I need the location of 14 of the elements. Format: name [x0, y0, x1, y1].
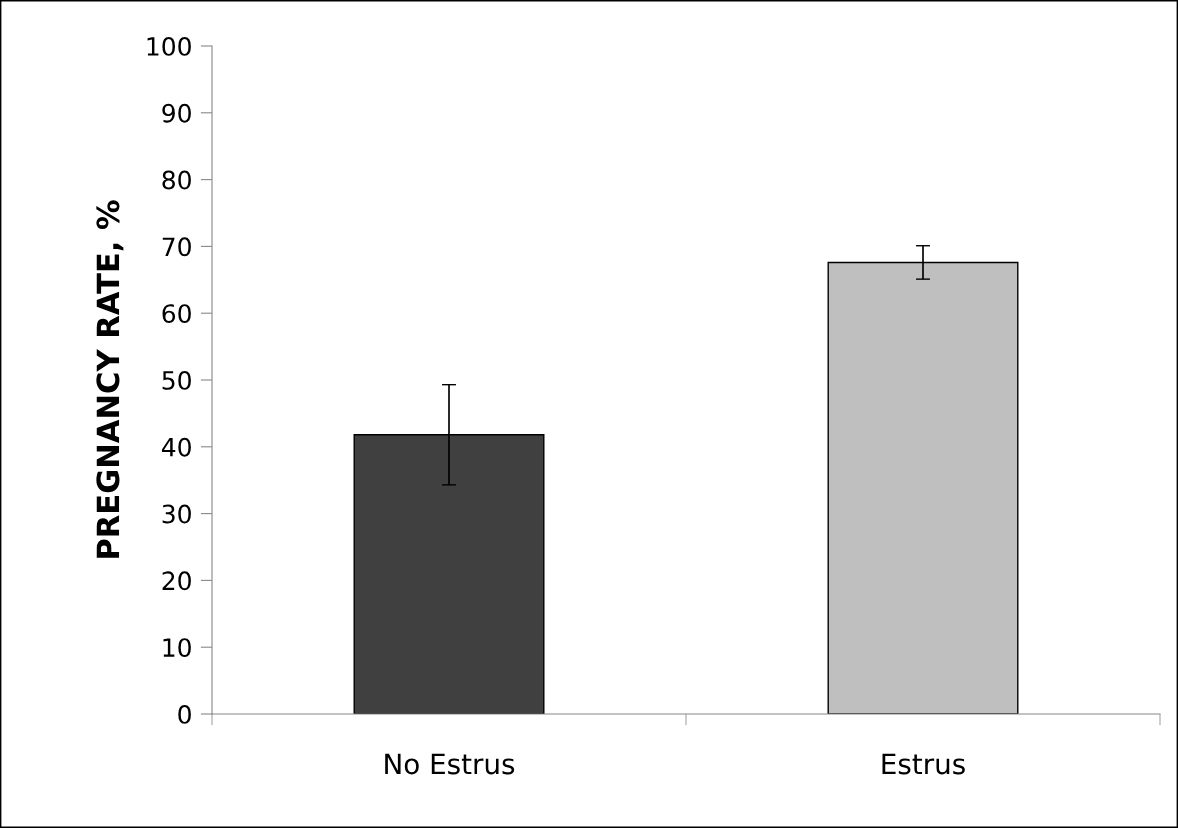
x-tick-label: No Estrus: [385, 753, 515, 775]
y-tick-label: 50: [162, 370, 191, 390]
y-tick-label: 0: [178, 704, 191, 724]
y-tick-label: 100: [147, 36, 191, 56]
y-tick-label: 30: [162, 504, 191, 524]
y-tick-label: 70: [162, 237, 191, 257]
y-tick-label: 60: [162, 304, 191, 324]
x-tick-label: Estrus: [882, 753, 965, 775]
y-axis-title: PREGNANCY RATE, %: [96, 200, 124, 558]
y-tick-label: 40: [161, 437, 191, 457]
y-tick-label: 80: [162, 170, 191, 190]
y-tick-label: 20: [162, 571, 191, 591]
y-tick-label: 10: [163, 638, 191, 658]
y-tick-label: 90: [162, 103, 191, 123]
